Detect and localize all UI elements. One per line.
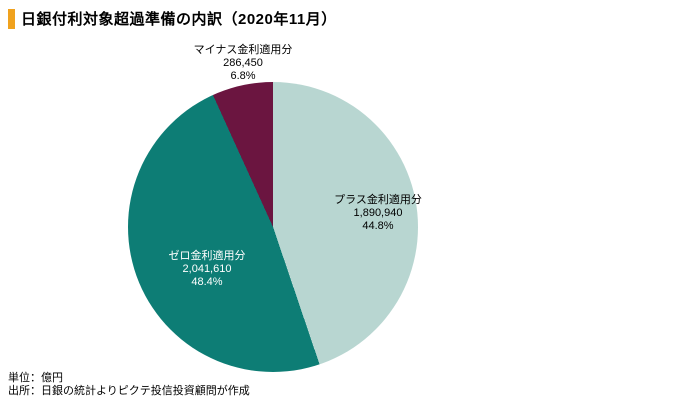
slice-value: 2,041,610 (182, 263, 232, 275)
chart-title: 日銀付利対象超過準備の内訳（2020年11月） (21, 11, 337, 28)
chart-footer: 単位：億円 出所：日銀の統計よりピクテ投信投資顧問が作成 (8, 372, 250, 398)
pie-chart (128, 82, 418, 372)
chart-title-row: 日銀付利対象超過準備の内訳（2020年11月） (8, 8, 337, 29)
pie-label-minus: マイナス金利適用分 286,450 6.8% (163, 44, 323, 83)
slice-name: プラス金利適用分 (334, 194, 422, 206)
slice-value: 286,450 (223, 57, 263, 69)
title-accent-bar (8, 8, 15, 29)
source-note: 出所：日銀の統計よりピクテ投信投資顧問が作成 (8, 385, 250, 397)
slice-percent: 48.4% (191, 276, 223, 288)
slice-name: ゼロ金利適用分 (168, 250, 246, 262)
slice-name: マイナス金利適用分 (193, 44, 293, 56)
slice-value: 1,890,940 (353, 207, 403, 219)
unit-note: 単位：億円 (8, 372, 63, 384)
slice-percent: 6.8% (230, 70, 256, 82)
pie-label-plus: プラス金利適用分 1,890,940 44.8% (298, 194, 458, 233)
slice-percent: 44.8% (362, 220, 394, 232)
pie-label-zero: ゼロ金利適用分 2,041,610 48.4% (127, 250, 287, 289)
